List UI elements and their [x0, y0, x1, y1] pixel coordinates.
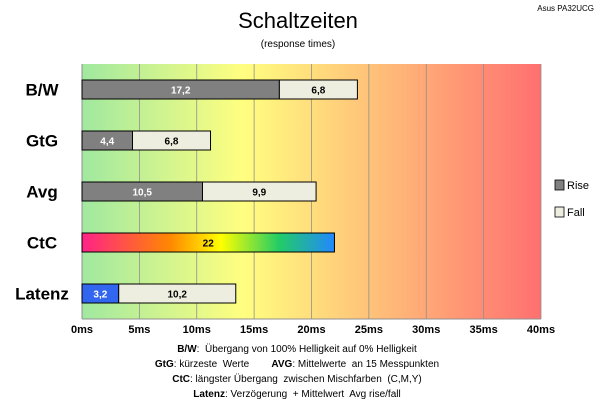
category-label: GtG	[26, 132, 58, 151]
chart-title: Schaltzeiten	[238, 8, 358, 33]
x-tick-label: 5ms	[128, 324, 150, 336]
bar-fall	[278, 79, 358, 100]
footnote-line: GtG: kürzeste Werte AVG: Mittelwerte an …	[155, 359, 439, 370]
legend: Rise Fall	[554, 179, 589, 219]
x-tick-label: 30ms	[412, 324, 440, 336]
bar-fall	[118, 283, 237, 304]
data-label: 22	[203, 239, 215, 250]
x-tick-label: 40ms	[527, 324, 555, 336]
data-label: 3,2	[93, 290, 107, 301]
bar-fall	[131, 130, 212, 151]
data-label: 6,8	[165, 137, 179, 148]
data-label: 17,2	[171, 86, 191, 97]
footnote-line: Latenz: Verzögerung + Mittelwert Avg ris…	[193, 389, 400, 400]
x-tick-label: 10ms	[183, 324, 211, 336]
footnote-line: B/W: Übergang von 100% Helligkeit auf 0%…	[177, 343, 417, 355]
data-label: 9,9	[252, 188, 266, 199]
legend-label-fall: Fall	[567, 207, 585, 219]
x-tick-label: 35ms	[470, 324, 498, 336]
x-tick-label: 20ms	[297, 324, 325, 336]
category-label: Avg	[26, 183, 58, 202]
category-label: CtC	[27, 234, 57, 253]
data-label: 10,2	[168, 290, 188, 301]
legend-swatch-fall	[554, 206, 565, 218]
data-label: 10,5	[133, 188, 153, 199]
legend-label-rise: Rise	[567, 180, 589, 192]
data-labels-group: 17,2 6,8 4,4 6,8 10,5 9,9 22 3,2 10,2	[93, 86, 325, 301]
footnote-line: CtC: längster Übergang zwischen Mischfar…	[172, 373, 422, 385]
legend-swatch-rise	[554, 179, 565, 191]
category-label: Latenz	[15, 285, 69, 304]
chart-subtitle: (response times)	[261, 39, 335, 50]
corner-label: Asus PA32UCG	[537, 4, 594, 13]
category-labels-group: B/W GtG Avg CtC Latenz	[15, 81, 69, 304]
bar-ctc	[81, 232, 335, 253]
x-tick-label: 0ms	[71, 324, 93, 336]
x-tick-labels-group: 0ms 5ms 10ms 15ms 20ms 25ms 30ms 35ms 40ms	[71, 324, 555, 336]
data-label: 4,4	[100, 137, 114, 148]
bar-fall	[201, 181, 317, 202]
x-tick-label: 25ms	[355, 324, 383, 336]
category-label: B/W	[25, 81, 59, 100]
footnotes: B/W: Übergang von 100% Helligkeit auf 0%…	[155, 343, 439, 400]
data-label: 6,8	[311, 86, 325, 97]
x-tick-label: 15ms	[240, 324, 268, 336]
bars-group	[81, 79, 358, 304]
